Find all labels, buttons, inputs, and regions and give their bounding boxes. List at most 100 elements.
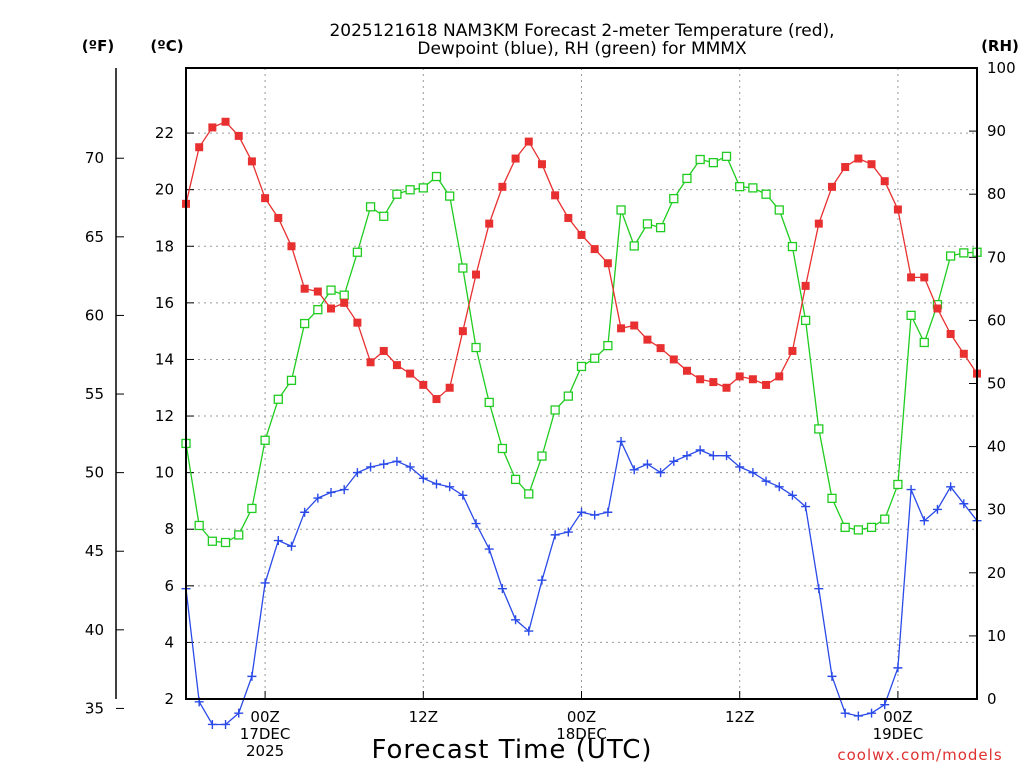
temperature-point [498,182,507,191]
dewpoint-point [458,490,468,500]
rh-point [959,248,969,258]
dewpoint-point [221,719,231,729]
rh-point [273,394,283,404]
x-tick-label: 18DEC [556,725,607,743]
fahrenheit-tick-label: 70 [85,149,104,167]
rh-point [418,183,428,193]
rh-point [207,536,218,546]
rh-point [431,171,442,182]
rh-point [537,451,547,461]
temperature-point [617,324,626,333]
dewpoint-point [774,482,784,492]
temperature-point [946,329,955,338]
rh-tick-label: 10 [987,627,1006,645]
rh-point [405,185,415,195]
celsius-tick-label: 4 [164,633,174,651]
dewpoint-point [761,476,771,486]
rh-point [392,189,402,199]
dewpoint-point [247,671,257,681]
temperature-point [959,349,968,358]
x-tick-label: 12Z [409,708,438,726]
rh-point [365,202,376,212]
dewpoint-point [642,459,652,469]
rh-point [682,173,692,184]
dewpoint-point [787,490,797,500]
temperature-point [432,395,441,404]
temperature-point [287,242,296,251]
rh-point [220,537,231,548]
rh-point [286,375,297,385]
temperature-point [880,177,889,186]
dewpoint-point [537,575,547,585]
rh-point [603,340,613,351]
temperature-point [933,304,942,313]
rh-point [774,205,784,215]
rh-tick-label: 30 [987,501,1006,519]
temperature-point [564,213,573,222]
temperature-point [234,131,243,140]
celsius-tick-label: 16 [155,294,174,312]
axis-ticks: 2 4 6 8 10 12 14 16 18 20 22 35 40 45 50 55 60 65 70 0 10 20 3… [85,59,1016,760]
rh-point [787,241,798,252]
rh-unit-label: (RH) [981,37,1019,55]
rh-point [642,219,653,229]
rh-point [695,154,705,165]
rh-point [880,514,890,524]
chart-title-line2: Dewpoint (blue), RH (green) for MMMX [417,39,747,59]
temperature-point [748,375,757,384]
dewpoint-point [471,519,481,529]
temperature-point [643,335,652,344]
x-tick-label: 00Z [250,708,279,726]
temperature-point [827,182,836,191]
x-tick-label: 00Z [883,708,912,726]
celsius-tick-label: 8 [164,520,174,538]
celsius-tick-label: 14 [155,350,174,368]
series-temperature [182,117,981,404]
temperature-point [841,163,850,172]
dewpoint-point [682,451,692,461]
temperature-point [893,205,902,214]
rh-tick-label: 40 [987,438,1006,456]
fahrenheit-unit-label: (ºF) [82,37,114,55]
temperature-point [603,259,612,268]
rh-point [234,530,244,540]
temperature-point [722,383,731,392]
temperature-point [537,160,546,169]
temperature-point [524,137,533,146]
temperature-point [814,219,823,228]
temperature-point [735,372,744,381]
dewpoint-point [840,708,850,718]
rh-point [669,193,679,204]
fahrenheit-tick-label: 45 [85,542,104,560]
rh-point [708,157,718,168]
dewpoint-point [946,482,956,492]
rh-point [590,353,600,363]
rh-point [800,315,811,326]
temperature-point [458,327,467,336]
rh-point [379,211,389,221]
rh-point [629,241,639,251]
dewpoint-point [339,485,349,495]
rh-point [563,391,573,401]
rh-point [840,522,850,533]
temperature-point [656,344,665,353]
dewpoint-point [484,544,494,554]
temperature-point [247,157,256,166]
fahrenheit-tick-label: 35 [85,699,104,717]
temperature-point [261,194,270,203]
temperature-point [366,358,375,367]
dewpoint-point [392,456,402,466]
temperature-point [907,273,916,282]
plot-frame [185,67,978,700]
dewpoint-point [932,504,942,514]
rh-tick-label: 70 [987,248,1006,266]
temperature-point [419,380,428,389]
dewpoint-point [603,507,613,517]
celsius-unit-label: (ºC) [150,37,183,55]
temperature-point [669,355,678,364]
celsius-tick-label: 10 [155,464,174,482]
rh-point [524,489,534,499]
temperature-point [577,230,586,239]
temperature-point [709,378,718,387]
